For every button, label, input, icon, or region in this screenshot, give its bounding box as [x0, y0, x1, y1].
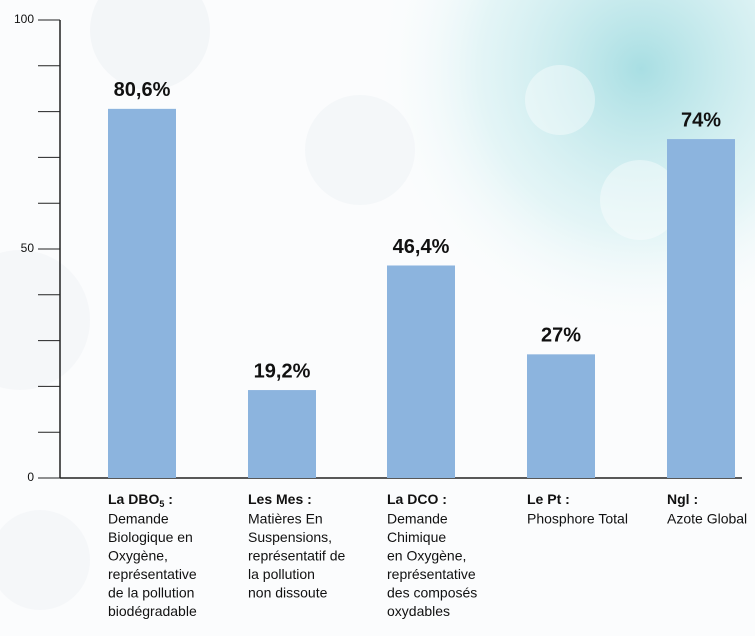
category-description: Chimique [387, 529, 446, 545]
category-description: non dissoute [248, 585, 328, 601]
value-label: 46,4% [393, 236, 450, 258]
category-description: Suspensions, [248, 529, 332, 545]
category-description: Demande [108, 511, 169, 527]
category-description: Matières En [248, 511, 323, 527]
bar [108, 109, 176, 478]
category-description: des composés [387, 585, 477, 601]
category-description: Biologique en [108, 529, 193, 545]
chart: 05010080,6%La DBO5 :DemandeBiologique en… [0, 0, 755, 636]
category-title-text: La DBO [108, 491, 159, 507]
category-description: la pollution [248, 566, 315, 582]
category-title: La DCO : [387, 491, 447, 507]
category-title-text: Les Mes : [248, 491, 312, 507]
category-title: Ngl : [667, 491, 698, 507]
bar [667, 139, 735, 478]
category-description: Phosphore Total [527, 511, 628, 527]
bar [527, 354, 595, 478]
category-description: représentative [108, 566, 197, 582]
value-label: 74% [681, 109, 721, 131]
category-title-text: La DCO : [387, 491, 447, 507]
y-tick-label: 50 [21, 241, 35, 255]
value-label: 19,2% [254, 360, 311, 382]
category-description: biodégradable [108, 603, 197, 619]
y-tick-label: 100 [14, 12, 34, 26]
category-description: Demande [387, 511, 448, 527]
category-description: représentative [387, 566, 476, 582]
category-description: de la pollution [108, 585, 194, 601]
category-description: Oxygène, [108, 548, 168, 564]
category-title: Le Pt : [527, 491, 570, 507]
bar [248, 390, 316, 478]
bar [387, 265, 455, 478]
category-title-text: Ngl : [667, 491, 698, 507]
category-description: oxydables [387, 603, 450, 619]
value-label: 27% [541, 325, 581, 347]
category-title: Les Mes : [248, 491, 312, 507]
y-tick-label: 0 [27, 470, 34, 484]
category-description: représentatif de [248, 548, 345, 564]
value-label: 80,6% [114, 79, 171, 101]
category-description: en Oxygène, [387, 548, 466, 564]
category-title-text: Le Pt : [527, 491, 570, 507]
category-title-end: : [164, 491, 173, 507]
category-description: Azote Global [667, 511, 747, 527]
